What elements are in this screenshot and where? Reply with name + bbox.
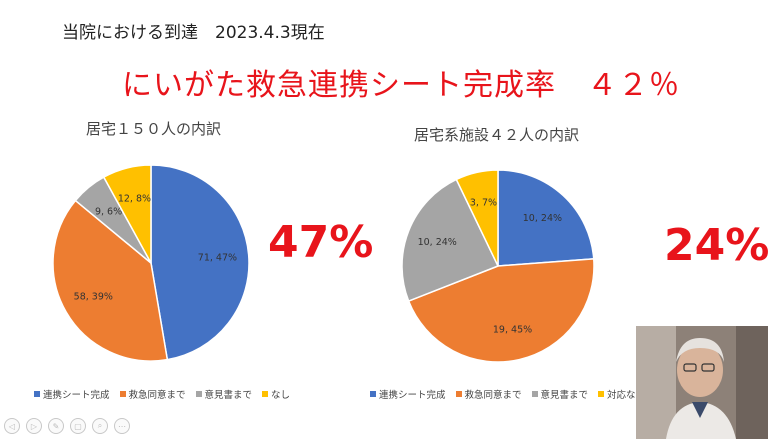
presenter-webcam xyxy=(636,326,768,439)
prev-icon[interactable]: ◁ xyxy=(4,418,20,434)
pie-2-slice-label-3: 3, 7% xyxy=(470,197,497,208)
headline: にいがた救急連携シート完成率 ４２％ xyxy=(122,68,680,103)
pie-2-slice-label-2: 10, 24% xyxy=(418,237,457,248)
legend-1-swatch-2 xyxy=(195,391,202,397)
pie-chart-1: 71, 47% 58, 39% 9, 6% 12, 8% xyxy=(52,164,250,362)
legend-2-item-1: 救急同意まで xyxy=(455,387,522,401)
legend-2-item-0: 連携シート完成 xyxy=(370,387,446,401)
legend-1-swatch-1 xyxy=(119,391,126,397)
pie-2-slice-3 xyxy=(455,169,499,267)
pie-1-slice-label-3: 12, 8% xyxy=(118,193,151,204)
legend-1-label-0: 連携シート完成 xyxy=(43,390,110,401)
legend-2-label-3: 対応なし xyxy=(607,390,646,401)
more-icon[interactable]: ⋯ xyxy=(114,418,130,434)
big-percent-1: 47% xyxy=(268,217,374,268)
pie-2-slice-label-1: 19, 45% xyxy=(493,325,532,336)
legend-1-label-1: 救急同意まで xyxy=(128,390,186,401)
chart-2-title: 居宅系施設４２人の内訳 xyxy=(414,126,580,144)
slideshow-toolbar: ◁ ▷ ✎ ▢ ⌕ ⋯ xyxy=(4,418,130,434)
legend-1-item-1: 救急同意まで xyxy=(119,387,186,401)
legend-1-item-0: 連携シート完成 xyxy=(34,387,110,401)
legend-2-label-1: 救急同意まで xyxy=(464,390,522,401)
legend-1-label-2: 意見書まで xyxy=(204,390,253,401)
pie-1-slice-label-0: 71, 47% xyxy=(198,252,237,263)
header-text: 当院における到達 2023.4.3現在 xyxy=(62,23,325,43)
legend-1-item-2: 意見書まで xyxy=(195,387,253,401)
legend-2: 連携シート完成 救急同意まで 意見書まで 対応なし xyxy=(370,387,645,401)
pie-2-slice-1 xyxy=(407,258,595,363)
legend-2-label-0: 連携シート完成 xyxy=(379,390,446,401)
legend-2-swatch-3 xyxy=(598,391,605,397)
zoom-icon[interactable]: ⌕ xyxy=(92,418,108,434)
legend-2-swatch-1 xyxy=(455,391,462,397)
legend-2-item-3: 対応なし xyxy=(598,387,645,401)
pie-chart-2: 10, 24% 19, 45% 10, 24% 3, 7% xyxy=(401,169,595,363)
legend-1-swatch-3 xyxy=(262,391,269,397)
slides-icon[interactable]: ▢ xyxy=(70,418,86,434)
pen-icon[interactable]: ✎ xyxy=(48,418,64,434)
pie-2-slice-label-0: 10, 24% xyxy=(523,213,562,224)
legend-2-item-2: 意見書まで xyxy=(531,387,589,401)
pie-2-slice-2 xyxy=(401,178,500,303)
legend-2-label-2: 意見書まで xyxy=(540,390,589,401)
pie-1-slice-3 xyxy=(102,164,152,264)
legend-2-swatch-0 xyxy=(370,391,376,397)
pie-1-slice-1 xyxy=(52,199,169,362)
pie-1-slice-label-1: 58, 39% xyxy=(74,291,113,302)
legend-2-swatch-2 xyxy=(531,391,538,397)
legend-1-label-3: なし xyxy=(271,390,291,401)
pie-1-slice-0 xyxy=(150,164,250,361)
next-icon[interactable]: ▷ xyxy=(26,418,42,434)
legend-1-swatch-0 xyxy=(34,391,40,397)
big-percent-2: 24% xyxy=(664,220,768,271)
legend-1-item-3: なし xyxy=(262,387,290,401)
pie-1-slice-label-2: 9, 6% xyxy=(95,207,122,218)
chart-1-title: 居宅１５０人の内訳 xyxy=(86,120,222,138)
pie-2-slice-0 xyxy=(497,169,595,267)
legend-1: 連携シート完成 救急同意まで 意見書まで なし xyxy=(34,387,290,401)
